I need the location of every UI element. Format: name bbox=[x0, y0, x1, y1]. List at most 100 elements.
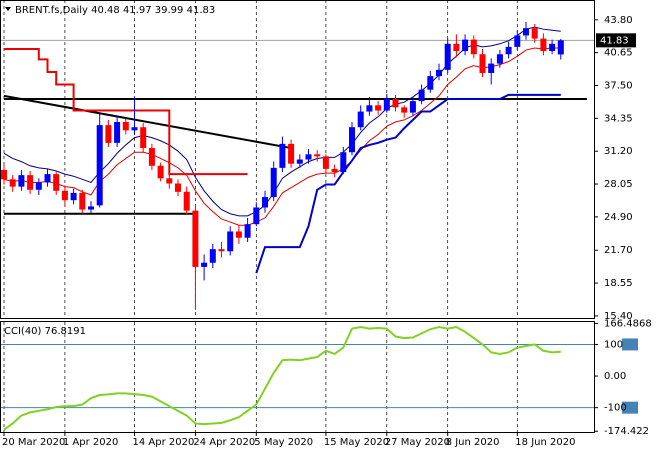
last-close: 41.83 bbox=[187, 5, 216, 16]
candle-body bbox=[201, 262, 208, 267]
candle-body bbox=[392, 99, 399, 108]
level-tag bbox=[622, 338, 638, 351]
candle-body bbox=[70, 192, 77, 201]
candle-body bbox=[175, 183, 181, 192]
y-tick-label: 40.65 bbox=[604, 48, 633, 59]
cci-frame bbox=[0, 321, 595, 433]
x-tick-label: 1 Apr 2020 bbox=[63, 437, 118, 448]
y-tick-label: 43.80 bbox=[604, 15, 633, 26]
candle-body bbox=[479, 54, 486, 73]
candle-body bbox=[235, 231, 242, 238]
y-tick-label: 21.70 bbox=[604, 245, 633, 256]
candle-body bbox=[279, 143, 286, 168]
x-tick-label: 8 Jun 2020 bbox=[446, 437, 500, 448]
candle-body bbox=[314, 154, 321, 157]
candle-body bbox=[157, 165, 164, 179]
x-tick-label: 5 May 2020 bbox=[254, 437, 313, 448]
y-tick-label: 15.40 bbox=[604, 311, 633, 322]
candle-body bbox=[35, 182, 42, 190]
candle-body bbox=[349, 127, 355, 153]
candle-body bbox=[131, 127, 138, 131]
candle-body bbox=[1, 169, 7, 180]
candle-body bbox=[366, 105, 373, 112]
candle-body bbox=[462, 39, 469, 52]
candle-body bbox=[357, 111, 364, 128]
x-tick-label: 14 Apr 2020 bbox=[133, 437, 195, 448]
candle-body bbox=[322, 156, 329, 169]
price-frame bbox=[0, 0, 595, 319]
candle-body bbox=[488, 63, 495, 73]
candle-body bbox=[183, 191, 190, 211]
y-tick-label: 34.35 bbox=[604, 113, 633, 124]
candle-body bbox=[496, 54, 503, 64]
candle-body bbox=[61, 190, 68, 201]
y-tick-label: 31.20 bbox=[604, 146, 633, 157]
candle-body bbox=[375, 105, 382, 111]
cci-name: CCI(40) bbox=[4, 326, 42, 337]
candle-body bbox=[288, 143, 295, 164]
candle-body bbox=[531, 28, 538, 39]
cci-last: 76.8191 bbox=[45, 326, 86, 337]
indicator-line bbox=[255, 93, 561, 274]
candle-body bbox=[427, 76, 434, 90]
price-tag-label: 41.83 bbox=[600, 35, 629, 46]
last-high: 41.97 bbox=[123, 5, 152, 16]
symbol: BRENT.fs,Daily bbox=[15, 5, 88, 16]
candle-body bbox=[296, 159, 303, 164]
candle-body bbox=[453, 43, 460, 52]
candle-body bbox=[470, 39, 477, 55]
candle-body bbox=[105, 125, 112, 143]
candle-body bbox=[244, 224, 251, 238]
x-tick-label: 15 May 2020 bbox=[324, 437, 389, 448]
candle-body bbox=[409, 101, 416, 113]
candle-body bbox=[401, 107, 408, 113]
candle-body bbox=[88, 206, 94, 210]
y-tick-label: 28.05 bbox=[604, 179, 633, 190]
trend-line bbox=[3, 94, 292, 150]
candle-body bbox=[148, 148, 155, 166]
cci-line bbox=[3, 326, 561, 431]
candle-body bbox=[549, 43, 556, 52]
candle-body bbox=[96, 125, 103, 206]
y-tick-label: 166.4868 bbox=[604, 318, 652, 329]
candle-body bbox=[383, 99, 390, 111]
indicator-line bbox=[4, 48, 248, 176]
y-tick-label: 24.90 bbox=[604, 212, 633, 223]
candle-body bbox=[114, 121, 121, 143]
price-panel bbox=[0, 0, 594, 318]
candle-body bbox=[166, 178, 173, 184]
candle-body bbox=[505, 46, 512, 55]
chart-title: BRENT.fs,Daily 40.48 41.97 39.99 41.83 bbox=[15, 5, 215, 16]
candle-body bbox=[270, 167, 277, 198]
candle-body bbox=[340, 152, 347, 173]
x-tick-label: 20 Mar 2020 bbox=[2, 437, 65, 448]
last-low: 39.99 bbox=[155, 5, 184, 16]
cci-panel bbox=[0, 322, 594, 432]
candle-body bbox=[331, 168, 338, 173]
y-tick-label: -100 bbox=[604, 403, 627, 414]
candle-body bbox=[227, 231, 234, 252]
cci-title: CCI(40) 76.8191 bbox=[4, 326, 86, 337]
candle-body bbox=[523, 28, 529, 36]
candle-body bbox=[53, 174, 60, 191]
candle-body bbox=[253, 207, 260, 225]
last-open: 40.48 bbox=[91, 5, 120, 16]
price-tag bbox=[596, 33, 636, 48]
candle-body bbox=[262, 197, 268, 208]
candle-body bbox=[305, 154, 312, 160]
y-tick-label: 37.50 bbox=[604, 80, 633, 91]
x-tick-label: 27 May 2020 bbox=[385, 437, 450, 448]
x-tick-label: 18 Jun 2020 bbox=[515, 437, 575, 448]
candle-body bbox=[436, 69, 442, 77]
candle-body bbox=[540, 38, 547, 52]
candle-body bbox=[418, 89, 425, 102]
candle-body bbox=[44, 174, 51, 183]
candle-body bbox=[192, 210, 199, 267]
candle-body bbox=[444, 43, 451, 70]
candle-body bbox=[27, 175, 34, 190]
y-tick-label: 18.55 bbox=[604, 278, 633, 289]
menu-arrow[interactable] bbox=[5, 7, 11, 11]
candle-body bbox=[18, 175, 25, 187]
